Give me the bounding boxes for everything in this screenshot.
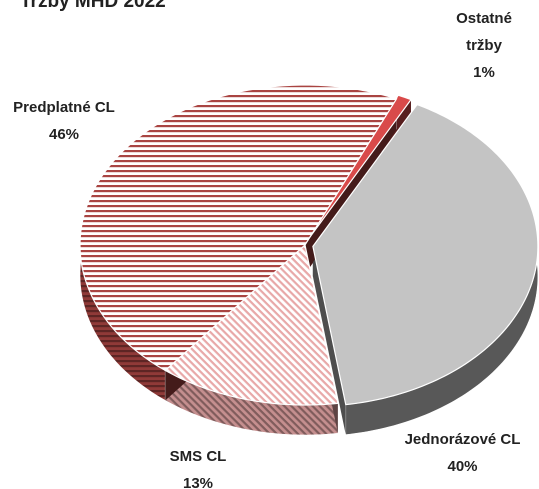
slice-value-label: 1%: [473, 64, 495, 81]
slice-label: SMS CL: [169, 448, 227, 465]
slice-wall: [312, 246, 346, 435]
slice: [312, 103, 539, 406]
slice-label: Ostatné tržby: [456, 10, 512, 54]
slice: [79, 84, 398, 372]
slice: [164, 243, 339, 406]
slice-value-label: 40%: [447, 458, 478, 475]
slice-label: Predplatné CL: [13, 99, 115, 116]
chart-title: Tržby MHD 2022: [20, 0, 166, 12]
slice-label: Jednorázové CL: [404, 431, 521, 448]
slice-value-label: 46%: [48, 126, 80, 143]
slice: [306, 94, 412, 242]
slice-value-label: 13%: [182, 475, 214, 489]
